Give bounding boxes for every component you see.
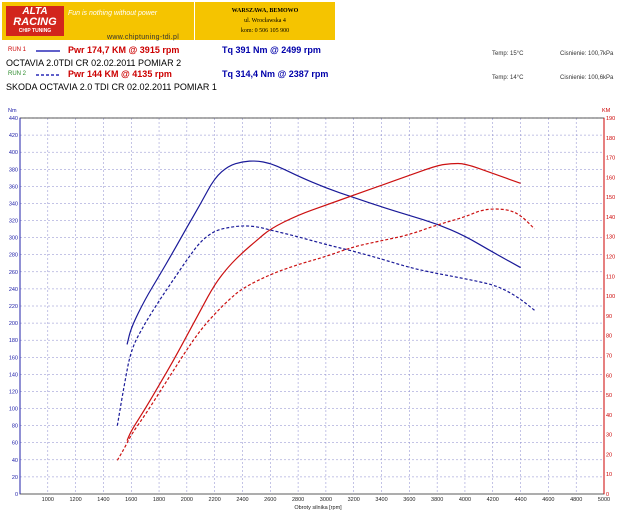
run2-temp: Temp: 14°C [492, 75, 524, 81]
y-left-tick-label: 280 [9, 253, 18, 259]
x-tick-label: 2600 [264, 497, 276, 503]
y-left-tick-label: 240 [9, 287, 18, 293]
x-tick-label: 3400 [375, 497, 387, 503]
y-right-tick-label: 40 [606, 413, 612, 419]
y-left-tick-label: 160 [9, 355, 18, 361]
run1-power: Pwr 174,7 KM @ 3915 rpm [68, 45, 180, 55]
x-tick-label: 1200 [69, 497, 81, 503]
x-tick-label: 4000 [459, 497, 471, 503]
y-right-tick-label: 90 [606, 314, 612, 320]
y-right-tick-label: 80 [606, 334, 612, 340]
x-tick-label: 3200 [348, 497, 360, 503]
x-tick-label: 5000 [598, 497, 610, 503]
y-left-tick-label: 380 [9, 167, 18, 173]
series-line-power-solid [126, 162, 521, 441]
y-left-tick-label: 440 [9, 116, 18, 122]
run1-tag: RUN 1 [8, 47, 27, 53]
x-tick-label: 4800 [570, 497, 582, 503]
y-left-tick-label: 60 [12, 441, 18, 447]
run2-tag: RUN 2 [8, 71, 27, 77]
y-right-tick-label: 20 [606, 452, 612, 458]
logo-badge: ALTA RACING CHIP TUNING [6, 6, 64, 36]
website-link: www.chiptuning-tdi.pl [107, 34, 180, 41]
address-line1: WARSZAWA, BEMOWO [231, 8, 299, 14]
x-tick-label: 4400 [514, 497, 526, 503]
x-tick-label: 1800 [153, 497, 165, 503]
y-right-tick-label: 60 [606, 373, 612, 379]
run2-car: SKODA OCTAVIA 2.0 TDI CR 02.02.2011 POMI… [6, 82, 217, 92]
y-left-tick-label: 140 [9, 372, 18, 378]
y-left-tick-label: 180 [9, 338, 18, 344]
x-tick-label: 1400 [97, 497, 109, 503]
y-left-axis-label: Nm [8, 108, 17, 114]
y-right-tick-label: 50 [606, 393, 612, 399]
y-right-tick-label: 120 [606, 255, 615, 261]
y-left-tick-label: 120 [9, 389, 18, 395]
y-left-tick-label: 340 [9, 201, 18, 207]
y-right-tick-label: 110 [606, 274, 615, 280]
y-left-tick-label: 20 [12, 475, 18, 481]
y-right-tick-label: 140 [606, 215, 615, 221]
y-left-tick-label: 320 [9, 219, 18, 225]
x-tick-label: 2800 [292, 497, 304, 503]
y-right-tick-label: 160 [606, 175, 615, 181]
y-left-tick-label: 400 [9, 150, 18, 156]
x-tick-label: 1600 [125, 497, 137, 503]
x-tick-label: 2400 [236, 497, 248, 503]
y-right-tick-label: 170 [606, 156, 615, 162]
run1-car: OCTAVIA 2.0TDI CR 02.02.2011 POMIAR 2 [6, 58, 182, 68]
run1-torque: Tq 391 Nm @ 2499 rpm [222, 45, 321, 55]
logo-line2: RACING [13, 16, 57, 28]
logo-line3: CHIP TUNING [18, 28, 52, 34]
y-left-tick-label: 80 [12, 424, 18, 430]
run1-temp: Temp: 15°C [492, 51, 524, 57]
y-right-axis-label: KM [602, 108, 611, 114]
logo-slogan: Fun is nothing without power [68, 10, 158, 17]
y-left-tick-label: 220 [9, 304, 18, 310]
x-tick-label: 1000 [42, 497, 54, 503]
y-right-tick-label: 150 [606, 195, 615, 201]
x-tick-label: 3000 [320, 497, 332, 503]
chart-grid [20, 117, 605, 494]
y-right-tick-label: 70 [606, 353, 612, 359]
series-line-torque-solid [126, 160, 521, 345]
run2-pressure: Cisnienie: 100,6kPa [560, 75, 614, 81]
y-right-tick-label: 130 [606, 235, 615, 241]
y-left-tick-label: 300 [9, 236, 18, 242]
y-left-tick-label: 100 [9, 407, 18, 413]
x-tick-label: 3800 [431, 497, 443, 503]
y-left-tick-label: 40 [12, 458, 18, 464]
y-right-tick-label: 180 [606, 136, 615, 142]
address-line3: kom: 0 506 105 900 [240, 28, 290, 34]
y-right-tick-label: 100 [606, 294, 615, 300]
brand-logo: ALTA RACING CHIP TUNING Fun is nothing w… [2, 2, 194, 41]
x-tick-label: 2000 [181, 497, 193, 503]
chart-series [116, 160, 535, 461]
x-axis-label: Obroty silnika [rpm] [294, 505, 342, 511]
run2-power: Pwr 144 KM @ 4135 rpm [68, 69, 172, 79]
chart-ticks: 1000 1200 1400 1600 1800 2000 2200 2400 2600 2800… [9, 116, 615, 503]
y-right-tick-label: 10 [606, 472, 612, 478]
y-left-tick-label: 260 [9, 270, 18, 276]
x-tick-label: 3600 [403, 497, 415, 503]
y-right-tick-label: 30 [606, 433, 612, 439]
run2-torque: Tq 314,4 Nm @ 2387 rpm [222, 69, 329, 79]
y-right-tick-label: 190 [606, 116, 615, 122]
x-tick-label: 4200 [487, 497, 499, 503]
y-left-tick-label: 420 [9, 133, 18, 139]
address-block: WARSZAWA, BEMOWO ul. Wrocławska 4 kom: 0… [195, 2, 335, 40]
logo-line1: ALTA [22, 6, 48, 17]
y-left-tick-label: 200 [9, 321, 18, 327]
y-left-tick-label: 360 [9, 184, 18, 190]
y-left-tick-label: 0 [15, 492, 18, 498]
x-tick-label: 4600 [542, 497, 554, 503]
address-line2: ul. Wrocławska 4 [244, 18, 286, 24]
run1-pressure: Cisnienie: 100,7kPa [560, 51, 614, 57]
y-right-tick-label: 0 [606, 492, 609, 498]
chart-axes [19, 117, 605, 495]
x-tick-label: 2200 [209, 497, 221, 503]
series-line-torque-dashed [116, 225, 535, 426]
